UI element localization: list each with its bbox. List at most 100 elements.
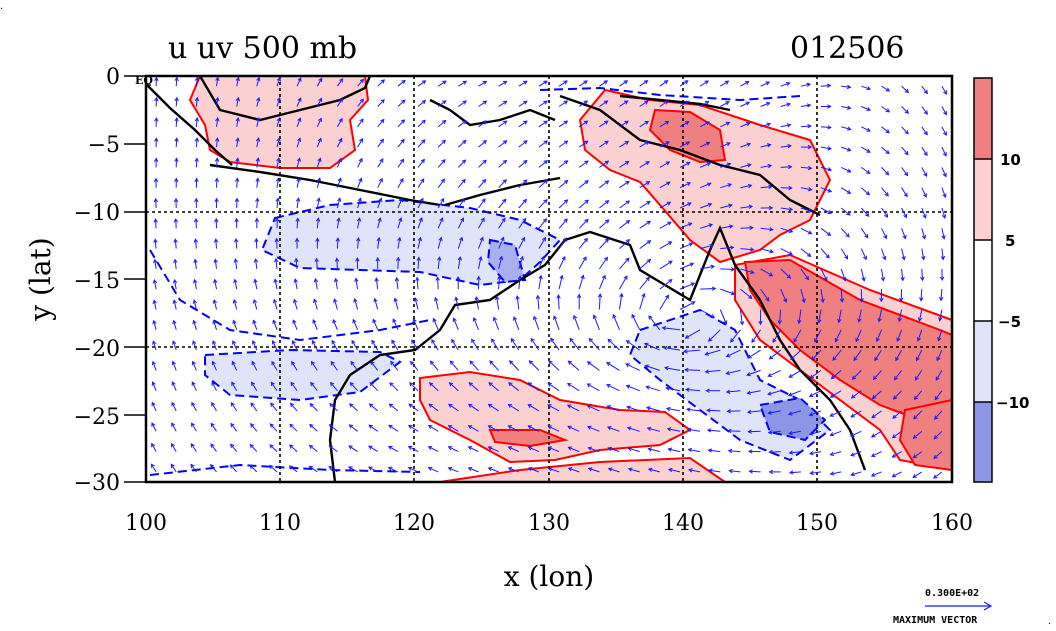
wind-vector [397,237,401,249]
wind-vector-head [623,80,629,85]
wind-vector [252,340,258,351]
wind-vector [921,85,928,94]
wind-vector [740,81,749,87]
wind-vector-head [214,217,219,223]
wind-vector-head [664,100,669,105]
wind-vector [518,160,528,168]
wind-vector [276,77,281,87]
wind-vector [921,228,926,239]
wind-vector-head [896,337,901,342]
wind-vector-head [592,314,597,319]
wind-vector-head [902,234,907,240]
wind-vector [809,430,822,435]
wind-vector-head [193,258,198,264]
wind-vector [538,120,548,128]
wind-vector-head [842,277,847,282]
wind-vector [646,407,660,412]
wind-vector-head [933,474,938,479]
wind-vector [814,329,822,343]
wind-vector-head [290,381,295,387]
wind-vector [780,227,793,233]
wind-vector-head [871,414,876,419]
wind-vector [840,289,843,302]
wind-vector-head [604,160,610,165]
wind-vector-head [666,427,672,432]
wind-vector [396,277,399,290]
wind-vector [685,369,701,371]
wind-vector [272,320,278,330]
wind-vector [152,361,157,371]
wind-vector [700,265,715,270]
wind-vector [256,77,260,87]
wind-vector-head [768,272,774,277]
wind-vector [354,298,359,310]
wind-vector [760,123,771,128]
wind-vector [518,179,528,189]
wind-vector-head [765,81,771,86]
wind-vector [250,444,258,452]
wind-vector [171,443,177,452]
negative-region-timor [260,198,562,287]
colorbar-swatch-neg5-neg10 [974,321,992,402]
wind-vector [858,309,862,322]
wind-vector [216,178,218,188]
wind-vector [377,198,382,209]
wind-vector-head [711,286,717,291]
wind-vector [659,221,672,229]
wind-vector-head [154,76,159,82]
wind-vector-head [690,282,696,287]
wind-vector-head [214,137,220,142]
wind-vector [498,276,500,290]
wind-vector-head [846,211,851,216]
wind-vector-head [527,467,533,472]
colorbar-swatch-gt10 [974,78,992,159]
wind-vector [374,298,379,310]
wind-vector-head [214,177,220,182]
wind-vector [599,180,609,189]
wind-vector [639,293,645,310]
wind-vector [850,430,862,437]
wind-vector-head [807,252,812,258]
wind-vector [348,445,358,453]
wind-vector [154,239,157,249]
wind-vectors [150,76,948,479]
wind-vector-head [355,257,360,262]
wind-vector-head [462,120,467,125]
wind-vector-head [706,162,712,167]
wind-vector-head [173,258,178,264]
wind-vector [388,466,399,473]
wind-vector [941,228,945,239]
wind-vector [498,218,506,229]
wind-vector [451,339,459,351]
wind-vector [397,217,402,229]
wind-vector [311,361,318,371]
wind-vector-head [173,238,178,243]
wind-vector-head [308,444,314,449]
wind-vector-head [215,96,220,102]
wind-vector [627,427,640,432]
wind-vector [151,422,157,432]
wind-vector [256,117,260,127]
wind-vector [172,340,177,351]
wind-vector [941,106,947,115]
wind-vector [493,317,500,330]
wind-vector [377,79,385,87]
wind-vector-head [606,405,611,410]
wind-vector [707,409,721,412]
wind-vector [256,178,259,188]
wind-vector [478,218,485,229]
wind-vector [518,140,528,148]
wind-vector-head [452,317,457,322]
wind-vector-head [432,317,437,323]
wind-vector-head [397,236,402,242]
wind-vector [831,370,842,379]
wind-vector-head [567,467,573,472]
wind-vector-head [255,157,260,162]
wind-vector [900,289,903,302]
wind-vector-head [619,292,624,298]
wind-vector-head [502,198,507,203]
wind-vector-head [880,277,886,282]
wind-vector-head [521,236,526,242]
wind-vector [316,258,318,269]
wind-vector [587,405,600,412]
